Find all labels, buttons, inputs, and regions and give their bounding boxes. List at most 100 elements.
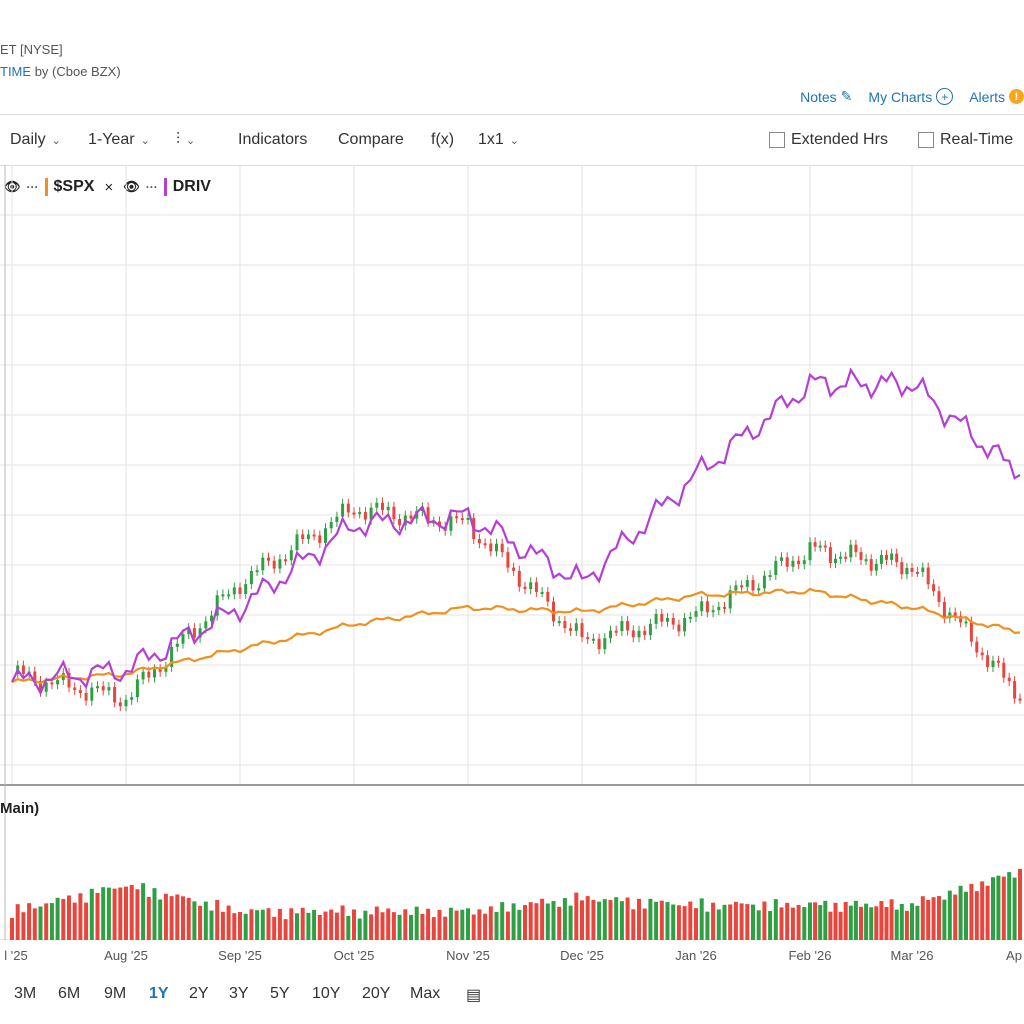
volume-bar bbox=[568, 905, 573, 940]
candle-body bbox=[175, 643, 179, 647]
candle-body bbox=[261, 557, 265, 571]
volume-bar bbox=[505, 911, 510, 940]
volume-bar bbox=[181, 896, 185, 940]
candle-body bbox=[61, 673, 65, 681]
compare-button[interactable]: Compare bbox=[338, 131, 404, 148]
extended-hrs-toggle[interactable]: Extended Hrs bbox=[769, 131, 888, 149]
candle-body bbox=[959, 616, 963, 623]
volume-bar bbox=[55, 897, 60, 940]
volume-bar bbox=[545, 903, 550, 940]
volume-bar bbox=[306, 912, 311, 940]
range-button-1y[interactable]: 1Y bbox=[149, 985, 169, 1002]
price-chart[interactable] bbox=[0, 165, 1024, 940]
volume-bar bbox=[488, 906, 493, 940]
range-button-10y[interactable]: 10Y bbox=[312, 985, 341, 1002]
volume-bar bbox=[272, 916, 277, 940]
range-button-20y[interactable]: 20Y bbox=[362, 985, 391, 1002]
volume-bar bbox=[232, 913, 237, 940]
my-charts-link[interactable]: My Charts + bbox=[868, 88, 954, 105]
volume-bar bbox=[158, 899, 163, 940]
candle-body bbox=[455, 516, 459, 519]
volume-bar bbox=[671, 904, 676, 940]
volume-bar bbox=[947, 890, 952, 940]
range-button-9m[interactable]: 9M bbox=[104, 985, 127, 1002]
top-links: Notes ✎ My Charts + Alerts! bbox=[800, 88, 1024, 105]
volume-bar bbox=[889, 899, 894, 940]
candle-body bbox=[495, 543, 498, 552]
candle-body bbox=[654, 613, 658, 624]
volume-bar bbox=[716, 909, 721, 940]
more-icon[interactable]: ··· bbox=[26, 180, 39, 194]
range-button-6m[interactable]: 6M bbox=[58, 985, 81, 1002]
volume-bar bbox=[926, 900, 931, 940]
candle-body bbox=[711, 610, 715, 613]
range-button-3y[interactable]: 3Y bbox=[229, 985, 249, 1002]
range-button-3m[interactable]: 3M bbox=[14, 985, 37, 1002]
extended-hrs-checkbox[interactable] bbox=[769, 132, 785, 148]
notes-link[interactable]: Notes ✎ bbox=[800, 88, 853, 105]
period-dropdown[interactable]: 1-Year ⌄ bbox=[88, 131, 150, 148]
candle-body bbox=[529, 582, 533, 590]
volume-bar bbox=[848, 905, 853, 940]
interval-dropdown[interactable]: Daily ⌄ bbox=[10, 131, 61, 148]
candle-body bbox=[249, 570, 253, 585]
indicators-button[interactable]: Indicators bbox=[238, 131, 308, 148]
candle-body bbox=[284, 559, 288, 562]
volume-bar bbox=[471, 914, 476, 940]
candle-body bbox=[39, 681, 42, 692]
real-time-toggle[interactable]: Real-Time bbox=[918, 131, 1013, 149]
candle-body bbox=[466, 517, 470, 520]
volume-bar bbox=[169, 896, 174, 940]
layout-dropdown[interactable]: 1x1 ⌄ bbox=[478, 131, 520, 148]
candle-body bbox=[187, 628, 191, 635]
volume-panel-label: Main) bbox=[0, 800, 40, 817]
candle-body bbox=[506, 552, 510, 568]
range-button-max[interactable]: Max bbox=[410, 985, 441, 1002]
chevron-down-icon: ⌄ bbox=[186, 134, 196, 147]
candle-body bbox=[728, 590, 732, 609]
volume-bar bbox=[175, 894, 180, 940]
volume-bar bbox=[443, 916, 448, 940]
candle-body bbox=[460, 518, 464, 521]
close-icon[interactable]: × bbox=[104, 178, 114, 196]
volume-bar bbox=[833, 902, 838, 940]
more-icon[interactable]: ··· bbox=[145, 180, 158, 194]
candle-body bbox=[78, 690, 82, 693]
volume-bar bbox=[894, 909, 899, 940]
candle-body bbox=[255, 570, 259, 573]
eye-icon[interactable]: 👁 bbox=[123, 179, 140, 194]
candle-body bbox=[1002, 662, 1006, 678]
volume-bar bbox=[192, 901, 197, 940]
x-tick-label: Oct '25 bbox=[333, 948, 375, 963]
volume-bar bbox=[118, 887, 123, 940]
range-button-5y[interactable]: 5Y bbox=[270, 985, 290, 1002]
candle-body bbox=[774, 560, 778, 575]
realtime-link[interactable]: TIME bbox=[0, 64, 32, 79]
volume-bar bbox=[648, 898, 653, 940]
calendar-icon[interactable]: ▤ bbox=[466, 987, 482, 1004]
volume-bar bbox=[460, 909, 465, 940]
candle-body bbox=[797, 560, 801, 565]
candle-body bbox=[306, 534, 310, 540]
volume-bar bbox=[808, 902, 812, 940]
volume-bar bbox=[785, 902, 790, 940]
candle-body bbox=[828, 547, 832, 564]
candle-body bbox=[210, 615, 213, 622]
volume-bar bbox=[363, 910, 368, 940]
candle-body bbox=[238, 587, 242, 594]
volume-bar bbox=[163, 893, 168, 940]
candle-body bbox=[569, 628, 573, 631]
volume-bar bbox=[277, 908, 282, 940]
volume-bar bbox=[853, 900, 858, 940]
volume-bar bbox=[818, 905, 823, 940]
candle-body bbox=[895, 553, 899, 563]
spx-color-swatch bbox=[44, 178, 48, 196]
driv-color-swatch bbox=[163, 178, 167, 196]
chart-type-dropdown[interactable]: ⫶ ⌄ bbox=[176, 131, 195, 149]
alerts-link[interactable]: Alerts! bbox=[969, 89, 1024, 105]
real-time-checkbox[interactable] bbox=[918, 132, 934, 148]
range-button-2y[interactable]: 2Y bbox=[189, 985, 209, 1002]
candle-body bbox=[124, 699, 128, 707]
candle-body bbox=[844, 556, 848, 559]
fx-button[interactable]: f(x) bbox=[431, 131, 455, 148]
